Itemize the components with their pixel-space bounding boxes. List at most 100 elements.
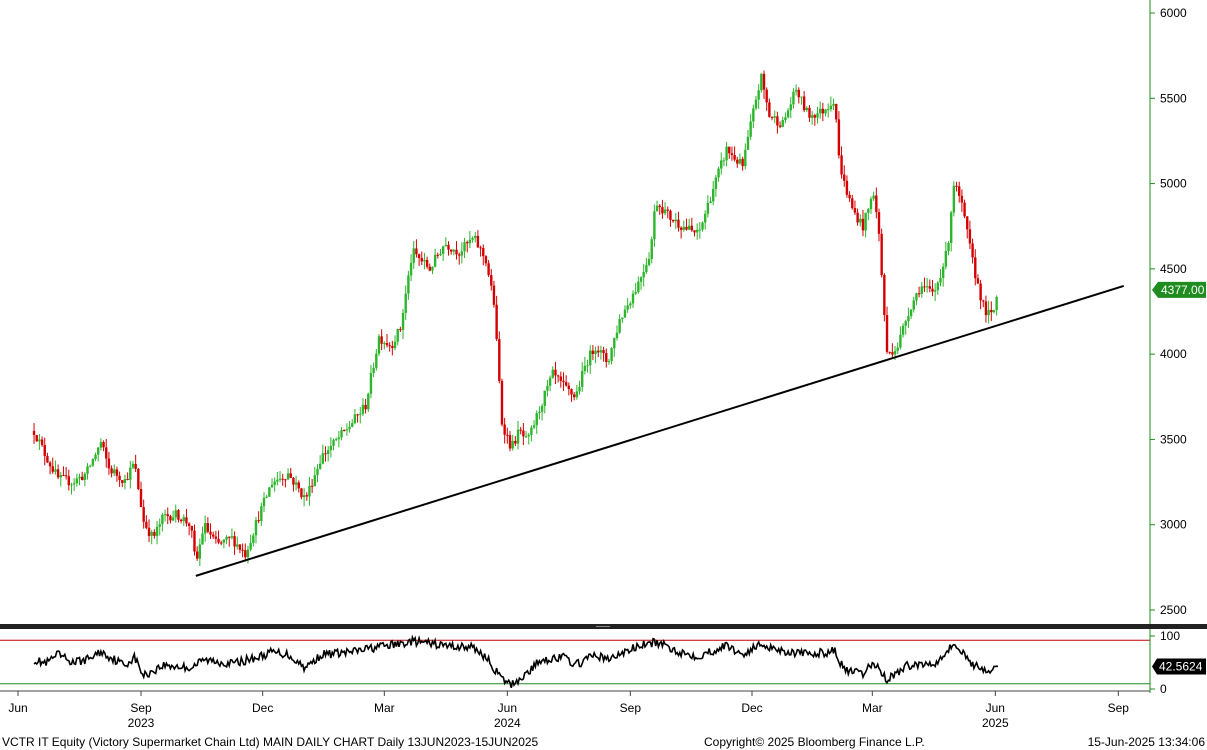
candle-4: [43, 437, 46, 466]
candle-48: [161, 512, 164, 532]
candle-40: [139, 481, 143, 508]
candle-211: [597, 345, 600, 358]
candle-43: [147, 519, 151, 543]
candle-293: [816, 106, 819, 124]
candle-181: [516, 420, 520, 450]
x-tick-label-0: Jun: [8, 701, 27, 715]
candle-68: [214, 530, 218, 544]
candle-168: [482, 244, 485, 266]
candle-134: [391, 340, 394, 356]
candle-107: [318, 455, 322, 470]
candle-169: [484, 255, 488, 267]
candle-105: [313, 466, 317, 487]
candle-257: [720, 152, 723, 175]
candle-76: [236, 536, 239, 550]
candle-69: [217, 530, 220, 545]
price-tick-label-2: 5000: [1160, 177, 1187, 191]
candle-277: [773, 110, 776, 124]
footer: VCTR IT Equity (Victory Supermarket Chai…: [2, 735, 1205, 749]
candle-157: [452, 249, 456, 256]
candle-78: [241, 543, 244, 558]
candle-254: [712, 181, 715, 206]
candle-128: [375, 348, 378, 371]
candle-282: [786, 108, 790, 119]
candle-53: [174, 504, 177, 523]
candle-144: [417, 253, 421, 266]
footer-copyright: Copyright© 2025 Bloomberg Finance L.P.: [704, 735, 925, 749]
candle-250: [701, 221, 704, 232]
candle-226: [637, 276, 640, 294]
candle-335: [928, 279, 932, 293]
candle-91: [276, 471, 279, 486]
candle-176: [503, 417, 506, 444]
candle-30: [113, 464, 116, 477]
candle-45: [153, 529, 156, 539]
candle-248: [695, 223, 699, 240]
candle-224: [631, 290, 635, 308]
price-tick-label-1: 5500: [1160, 91, 1187, 105]
candle-295: [821, 102, 825, 122]
candle-231: [650, 236, 653, 264]
x-tick-label-3: Mar: [374, 701, 395, 715]
candle-58: [187, 522, 191, 536]
candle-97: [292, 477, 295, 492]
candle-88: [268, 486, 271, 497]
candle-166: [476, 230, 480, 248]
candle-102: [305, 492, 308, 501]
x-tick-label-1: Sep: [130, 701, 152, 715]
candle-356: [984, 295, 988, 323]
candle-343: [949, 210, 953, 252]
candle-330: [915, 292, 918, 306]
candle-94: [284, 478, 287, 488]
price-tick-label-3: 4500: [1160, 262, 1187, 276]
candle-119: [351, 419, 354, 428]
candle-196: [556, 374, 560, 383]
candle-301: [837, 111, 841, 159]
candle-162: [466, 240, 469, 253]
candle-126: [369, 364, 373, 399]
candle-159: [457, 252, 461, 265]
candle-19: [83, 472, 87, 487]
candle-192: [546, 379, 549, 397]
candle-109: [324, 446, 327, 462]
candle-188: [535, 410, 538, 434]
candle-34: [123, 474, 127, 490]
candle-200: [567, 382, 571, 396]
candle-339: [939, 268, 942, 287]
candle-21: [88, 464, 92, 468]
candle-289: [805, 106, 809, 113]
candle-354: [979, 279, 982, 310]
candle-83: [254, 516, 258, 544]
candle-360: [995, 295, 998, 316]
candle-5: [46, 452, 49, 463]
candle-36: [129, 460, 132, 489]
candle-140: [407, 270, 410, 300]
candle-208: [589, 345, 592, 375]
candle-309: [859, 214, 862, 227]
candle-310: [861, 209, 865, 237]
candle-292: [813, 113, 817, 126]
candle-221: [623, 305, 627, 318]
candle-213: [602, 346, 605, 362]
candle-135: [393, 335, 397, 351]
candle-8: [54, 460, 57, 475]
candle-0: [32, 423, 36, 444]
candle-27: [105, 439, 108, 468]
candle-70: [220, 540, 223, 546]
candle-6: [48, 460, 52, 475]
candle-103: [308, 477, 311, 506]
candle-152: [439, 248, 442, 257]
candle-150: [433, 248, 437, 268]
candle-326: [904, 319, 907, 335]
candle-340: [941, 263, 945, 287]
candle-278: [776, 111, 779, 134]
candle-99: [297, 480, 300, 493]
candle-177: [506, 427, 509, 444]
candle-271: [757, 84, 760, 109]
candle-344: [952, 181, 956, 217]
price-tick-label-0: 6000: [1160, 6, 1187, 20]
candle-37: [131, 460, 135, 470]
candle-178: [508, 430, 512, 452]
candle-358: [990, 301, 993, 322]
candle-89: [270, 478, 274, 488]
